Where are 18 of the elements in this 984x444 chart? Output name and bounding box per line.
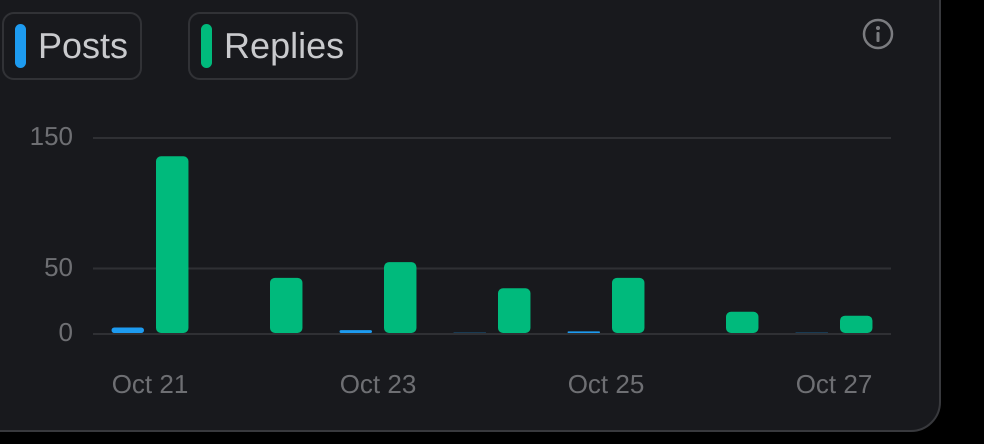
x-tick-label: Oct 21 [112,368,188,399]
x-tick-label: Oct 23 [340,368,416,399]
bar [112,327,144,333]
y-tick-label: 50 [44,252,73,282]
y-tick-label: 0 [58,317,73,348]
legend-label: Posts [38,25,128,66]
x-tick-label: Oct 27 [796,368,872,399]
bar [384,262,416,333]
bar [726,312,758,333]
bar [498,288,530,333]
bar [270,278,302,333]
bar [340,330,372,333]
bar [156,156,188,333]
bar [612,278,644,333]
x-tick-label: Oct 25 [568,368,644,399]
y-tick-label: 150 [30,121,73,152]
legend-label: Replies [224,25,344,66]
bar [840,316,872,333]
